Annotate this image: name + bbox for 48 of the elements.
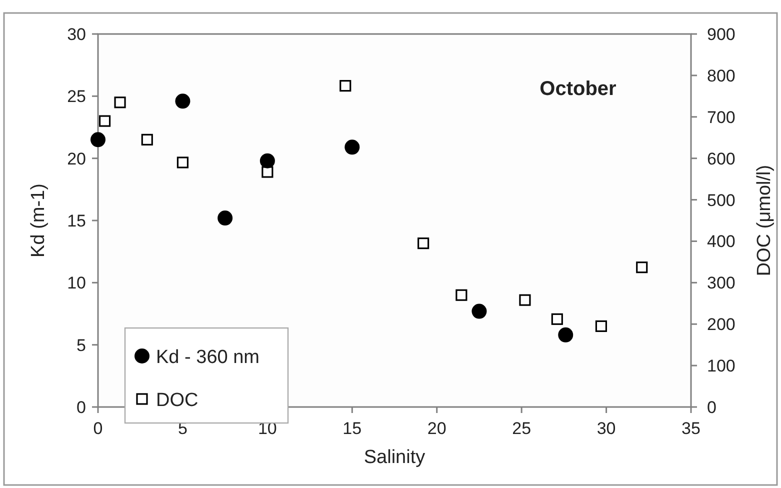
point [340, 80, 352, 92]
point [262, 166, 274, 178]
y2-tick-label: 200 [707, 315, 736, 334]
y2-tick-label: 900 [707, 25, 736, 44]
y2-tick-label: 800 [707, 66, 736, 86]
x-tick-label: 0 [93, 419, 103, 438]
x-tick-label: 30 [596, 419, 616, 438]
point [551, 313, 563, 325]
point [176, 156, 189, 168]
y-tick-label: 20 [67, 149, 86, 168]
x-tick-label: 15 [342, 419, 362, 438]
point [344, 140, 360, 155]
point [472, 304, 487, 319]
point [98, 115, 111, 127]
y2-tick-label: 700 [707, 108, 736, 127]
point [141, 134, 153, 146]
point [418, 237, 430, 250]
y2-tick-label: 400 [707, 232, 736, 252]
y2-tick-label: 100 [707, 356, 736, 376]
point [90, 132, 106, 148]
point [260, 153, 275, 168]
y-tick-label: 30 [67, 25, 86, 44]
y2-axis-title: DOC (μmol/l) [754, 164, 775, 276]
x-axis-title: Salinity [364, 447, 426, 468]
point [636, 262, 648, 274]
x-tick-label: 25 [512, 419, 532, 438]
point [456, 289, 468, 301]
y-tick-label: 10 [67, 274, 86, 293]
annotation: October [540, 78, 617, 100]
y-tick-label: 0 [76, 398, 86, 417]
y2-tick-label: 500 [707, 190, 736, 210]
point [595, 320, 608, 332]
legend-label: Kd - 360 nm [156, 347, 260, 368]
x-tick-label: 20 [427, 419, 446, 438]
point [175, 94, 190, 109]
y2-tick-label: 300 [707, 274, 736, 293]
y-axis-title: Kd (m-1) [28, 184, 49, 258]
y-tick-label: 5 [76, 336, 86, 355]
y-tick-label: 25 [67, 87, 86, 106]
point [558, 327, 574, 342]
point [114, 96, 126, 108]
y2-tick-label: 0 [707, 398, 716, 417]
y-tick-label: 15 [67, 212, 86, 230]
point [519, 294, 531, 306]
x-tick-label: 35 [682, 419, 700, 438]
legend-label: DOC [156, 390, 198, 411]
point [218, 210, 233, 226]
y2-tick-label: 600 [707, 149, 736, 168]
